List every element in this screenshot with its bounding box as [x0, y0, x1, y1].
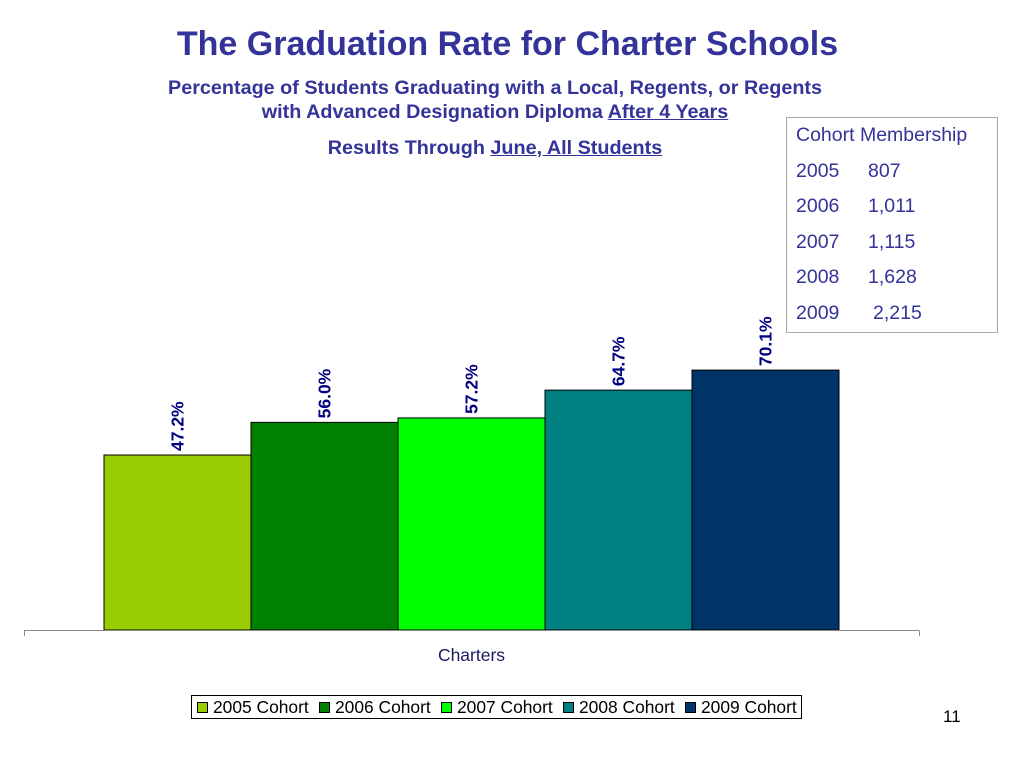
data-labels: 47.2% 56.0% 57.2% 64.7% 70.1% — [168, 316, 776, 451]
category-label: Charters — [438, 645, 505, 665]
bar-chart: Charters 47.2% 56.0% 57.2% 64.7% 70.1% — [24, 316, 920, 665]
legend-swatch — [319, 701, 330, 713]
legend-item-2007-cohort: 2007 Cohort — [441, 696, 563, 718]
page-number: 11 — [943, 707, 961, 726]
bar-2006-cohort — [250, 421, 399, 631]
bar-2007-cohort — [397, 417, 546, 631]
legend-item-2009-cohort: 2009 Cohort — [685, 696, 797, 718]
chart-legend: 2005 Cohort 2006 Cohort 2007 Cohort 2008… — [191, 695, 802, 719]
legend-swatch — [563, 701, 574, 713]
x-axis: Charters — [24, 630, 920, 665]
membership-row: 2006 1,011 — [796, 189, 997, 225]
membership-count: 1,115 — [868, 230, 916, 253]
subtitle-line-2-underlined: After 4 Years — [607, 101, 729, 123]
subtitle-line-1: Percentage of Students Graduating with a… — [168, 77, 822, 99]
membership-year: 2006 — [796, 195, 840, 217]
membership-count: 2,215 — [873, 301, 922, 324]
membership-row: 2005 807 — [796, 154, 997, 190]
cohort-membership-box: Cohort Membership 2005 807 2006 1,011 2007… — [786, 117, 998, 333]
legend-label: 2007 Cohort — [457, 697, 553, 717]
membership-heading: Cohort Membership — [796, 124, 968, 146]
legend-item-2006-cohort: 2006 Cohort — [319, 696, 441, 718]
legend-swatch — [197, 701, 208, 713]
slide-title: The Graduation Rate for Charter Schools — [176, 25, 839, 63]
subtitle-line-2-text: with Advanced Designation Diploma — [261, 101, 603, 123]
membership-year: 2008 — [796, 266, 840, 288]
legend-swatch — [685, 701, 696, 713]
results-note: Results Through June, All Students — [0, 136, 990, 160]
membership-count: 1,628 — [868, 266, 917, 288]
legend-item-2005-cohort: 2005 Cohort — [197, 696, 319, 718]
data-label-2005-cohort: 47.2% — [168, 401, 188, 451]
data-label-2009-cohort: 70.1% — [756, 316, 776, 366]
membership-year: 2005 — [796, 159, 840, 182]
slide-subtitle: Percentage of Students Graduating with a… — [0, 76, 990, 124]
membership-count: 807 — [868, 159, 901, 182]
data-label-2007-cohort: 57.2% — [462, 364, 482, 414]
results-underlined: June, All Students — [490, 137, 663, 159]
membership-row: 2008 1,628 — [796, 260, 997, 296]
subtitle-line-2: with Advanced Designation Diploma After … — [0, 100, 990, 124]
data-label-2008-cohort: 64.7% — [609, 336, 629, 386]
legend-label: 2005 Cohort — [213, 697, 309, 717]
legend-label: 2008 Cohort — [579, 697, 675, 717]
membership-year: 2009 — [796, 301, 840, 324]
legend-item-2008-cohort: 2008 Cohort — [563, 696, 685, 718]
membership-count: 1,011 — [868, 195, 916, 217]
bar-2008-cohort — [544, 389, 693, 631]
results-prefix: Results Through — [327, 137, 485, 159]
legend-label: 2006 Cohort — [335, 697, 431, 717]
legend-label: 2009 Cohort — [701, 697, 797, 717]
bar-2009-cohort — [691, 369, 840, 631]
bar-2005-cohort — [103, 454, 252, 631]
membership-year: 2007 — [796, 230, 840, 253]
membership-row: 2009 2,215 — [796, 296, 997, 332]
legend-swatch — [441, 701, 452, 713]
membership-row: 2007 1,115 — [796, 225, 997, 261]
bars — [103, 369, 840, 631]
data-label-2006-cohort: 56.0% — [315, 368, 335, 418]
